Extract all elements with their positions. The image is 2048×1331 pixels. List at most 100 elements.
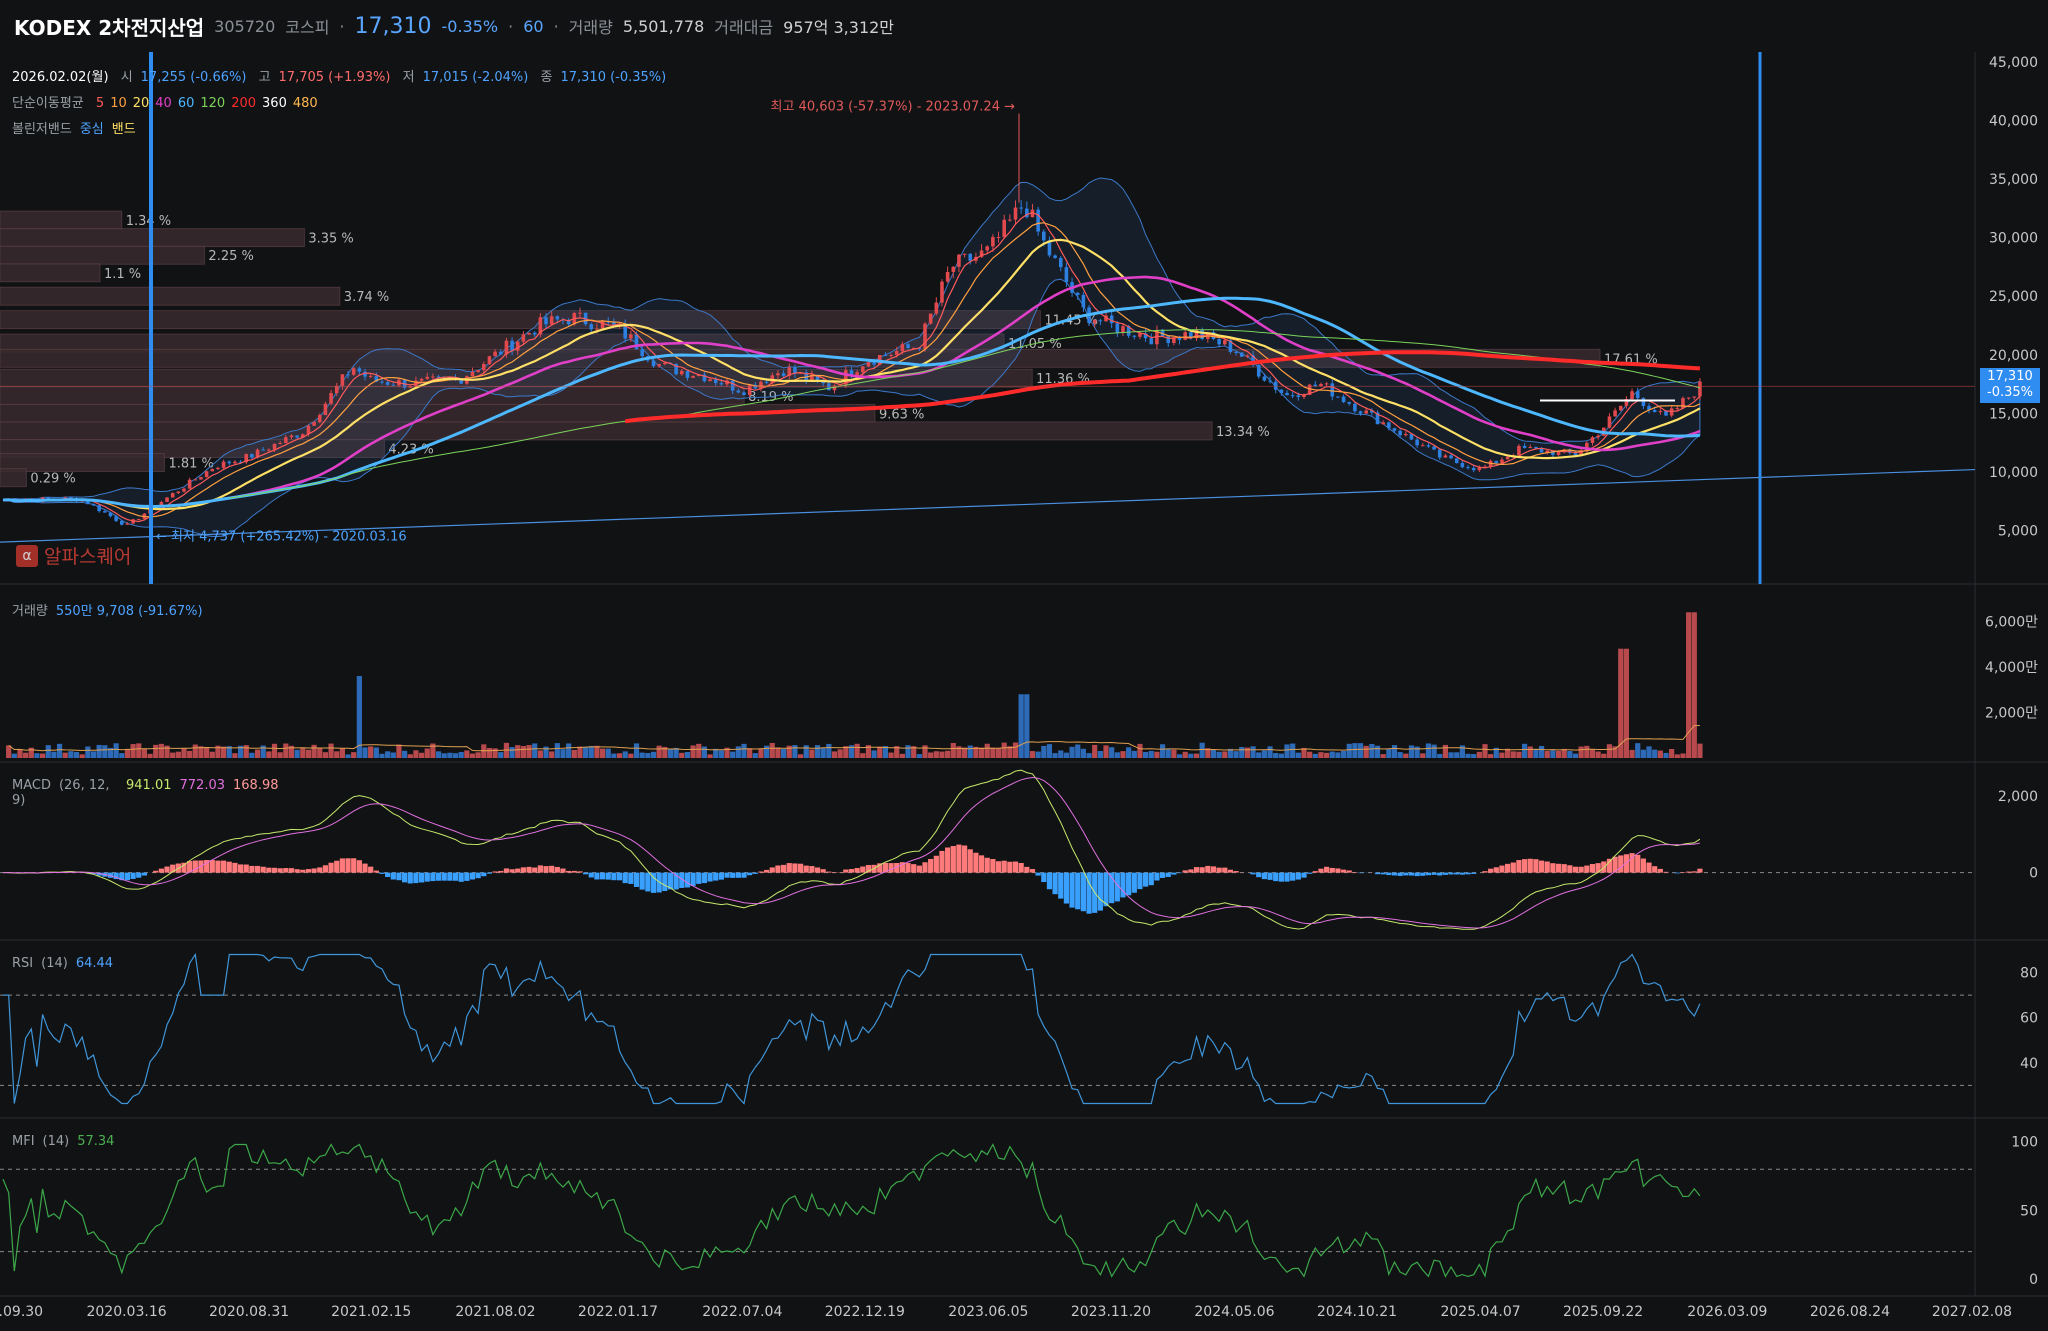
macd-hist-bar: [956, 844, 962, 873]
volume-bar: [616, 753, 623, 758]
volume-bar: [911, 746, 917, 758]
candle-body: [578, 312, 582, 314]
candle-body: [295, 435, 299, 438]
volume-bar: [1182, 751, 1188, 758]
candle-body: [125, 523, 130, 525]
volume-bar: [317, 748, 323, 758]
volume-bar: [1131, 750, 1137, 758]
volume-bar: [221, 746, 227, 758]
volume-bar: [1103, 745, 1109, 758]
volume-bar: [566, 743, 572, 758]
ticker-name[interactable]: KODEX 2차전지산업: [14, 15, 205, 40]
macd-hist-bar: [1143, 872, 1149, 887]
macd-hist-bar: [628, 872, 634, 884]
candle-body: [1081, 294, 1086, 308]
macd-hist-bar: [1663, 871, 1669, 873]
price-tick-label: 45,000: [1989, 55, 2038, 71]
macd-hist-bar: [1307, 872, 1313, 874]
volume-bar: [1680, 753, 1686, 758]
ma-legend-periods: 5 10 20 40 60 120 200 360 480: [96, 96, 324, 111]
volume-bar: [1357, 743, 1364, 758]
ma-period-360: 360: [262, 96, 287, 111]
bb-legend[interactable]: 볼린저밴드 중심 밴드: [12, 118, 144, 137]
volume-bar: [1284, 744, 1290, 758]
macd-hist-bar: [882, 862, 889, 873]
candle-body: [827, 383, 831, 391]
price-tick-label: 40,000: [1989, 114, 2038, 130]
volume-bar: [1363, 745, 1369, 758]
ticker-code: 305720: [214, 16, 276, 36]
macd-hist-bar: [1001, 860, 1007, 873]
candle-body: [1353, 403, 1357, 412]
volume-bar: [6, 745, 12, 758]
mfi-value: 57.34: [77, 1134, 115, 1149]
macd-hist-bar: [1069, 872, 1075, 908]
macd-hist-bar: [1442, 872, 1449, 875]
volume-bar: [837, 749, 843, 758]
volume-bar: [17, 749, 23, 758]
bb-band-label: 밴드: [111, 122, 136, 137]
stock-chart[interactable]: 5,000 10,000 15,000 20,000 25,000 30,000 35,00…: [0, 52, 2048, 1331]
high-value: 17,705 (+1.93%): [278, 70, 391, 85]
volume-bar: [1584, 745, 1590, 758]
macd-hist-bar: [475, 872, 481, 879]
support-trendline: [0, 468, 1976, 543]
candle-body: [227, 461, 232, 464]
volume-bar: [1510, 751, 1516, 758]
market-name: 코스피: [285, 18, 330, 37]
macd-hist-bar: [520, 867, 526, 873]
macd-hist-bar: [962, 845, 968, 873]
ma-legend-label: 단순이동평균: [12, 96, 84, 111]
x-tick-label: 2026.08.24: [1810, 1304, 1890, 1320]
macd-hist-bar: [645, 872, 651, 892]
macd-hist-bar: [124, 872, 131, 881]
candle-body: [1420, 445, 1425, 447]
candle-body: [1313, 384, 1318, 387]
macd-hist-bar: [1629, 853, 1635, 873]
volume-tick-label: 4,000만: [1985, 660, 2038, 676]
volume-bar: [373, 747, 379, 758]
candle-body: [170, 493, 175, 498]
candle-body: [634, 334, 639, 350]
ma-period-10: 10: [110, 96, 127, 111]
macd-hist-bar: [1182, 870, 1188, 873]
candle-body: [640, 349, 644, 357]
candle-body: [510, 340, 514, 351]
macd-hist-bar: [888, 863, 894, 873]
macd-hist-bar: [1544, 861, 1550, 873]
candle-body: [498, 351, 503, 355]
macd-hist-bar: [995, 861, 1002, 873]
macd-hist-bar: [1538, 860, 1545, 873]
macd-signal-line: [3, 776, 1700, 929]
interval-selector[interactable]: 60: [523, 16, 544, 36]
volume-bar: [888, 752, 894, 758]
candle-body: [1126, 326, 1131, 336]
ma-legend[interactable]: 단순이동평균 5 10 20 40 60 120 200 360 480: [12, 92, 332, 111]
volume-bar: [928, 752, 934, 758]
candle-body: [1285, 392, 1289, 396]
volume-bar: [283, 743, 289, 758]
volume-bar: [537, 750, 543, 758]
macd-hist-bar: [356, 860, 362, 873]
volume-bar: [730, 751, 736, 758]
watermark-text: 알파스퀘어: [44, 546, 132, 568]
candle-body: [1092, 320, 1097, 323]
volume-bar: [362, 747, 368, 758]
candle-body: [312, 421, 316, 426]
candle-body: [278, 443, 282, 445]
volume-bar: [1120, 751, 1126, 758]
candle-body: [1115, 323, 1120, 333]
volume-bar: [532, 743, 538, 758]
volume-bar: [803, 745, 809, 758]
macd-hist-bar: [390, 872, 396, 880]
amount-label: 거래대금: [714, 18, 774, 37]
ma-period-60: 60: [177, 96, 195, 111]
macd-hist-bar: [300, 869, 306, 873]
x-tick-label: 2022.12.19: [825, 1304, 905, 1320]
macd-hist-bar: [339, 858, 345, 873]
macd-hist-bar: [249, 865, 255, 873]
volume-bar: [1380, 754, 1386, 758]
candle-body: [962, 253, 967, 255]
macd-hist-bar: [1148, 872, 1154, 886]
candle-body: [1364, 410, 1369, 414]
